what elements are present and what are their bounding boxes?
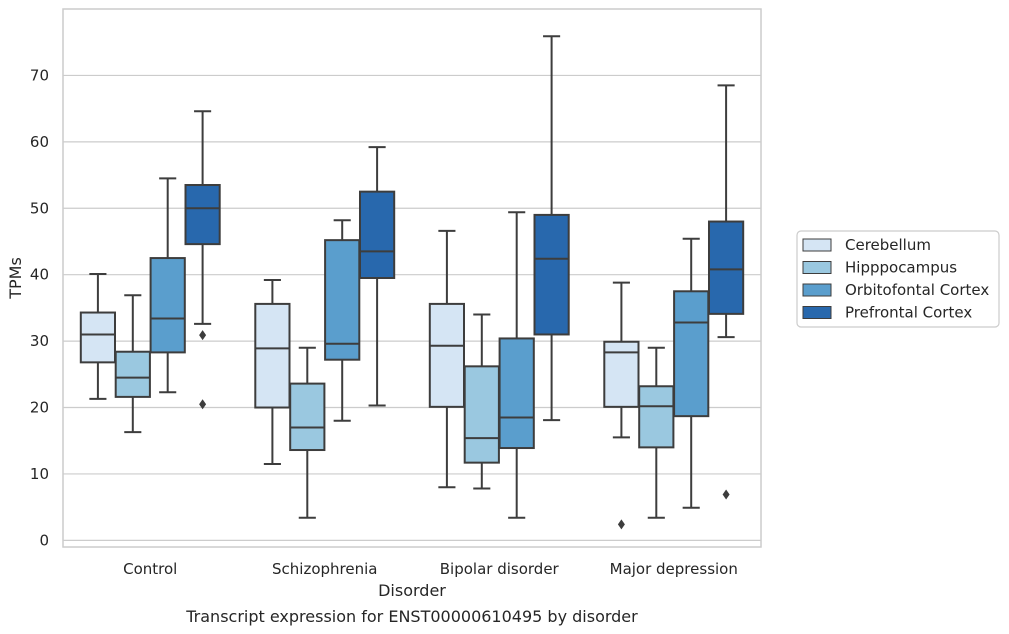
- box-group: [79, 273, 117, 400]
- series-group: [149, 177, 710, 519]
- box: [79, 311, 117, 364]
- y-axis-ticks: 0 10 20 30 40 50 60 70: [30, 66, 49, 549]
- y-tick-label: 10: [30, 465, 49, 483]
- series-group: [79, 229, 640, 530]
- x-axis-label: Disorder: [378, 581, 446, 600]
- legend-item: Cerebellum: [802, 236, 931, 254]
- legend-label: Cerebellum: [845, 236, 931, 254]
- box-group: [638, 346, 675, 519]
- outlier-point: [722, 489, 730, 500]
- box: [324, 239, 361, 361]
- box-group: [184, 110, 221, 410]
- legend-frame: [796, 230, 1000, 328]
- box-group: [289, 346, 326, 519]
- legend-swatch: [802, 283, 832, 297]
- box: [498, 337, 535, 450]
- box-group: [673, 237, 710, 509]
- box: [289, 382, 326, 452]
- box: [638, 385, 675, 449]
- box-group: [358, 146, 396, 407]
- chart-caption: Transcript expression for ENST0000061049…: [185, 607, 638, 626]
- box-group: [463, 313, 500, 490]
- box-group: [149, 177, 186, 394]
- box: [673, 290, 710, 418]
- legend-swatch: [802, 238, 832, 252]
- box: [463, 365, 500, 464]
- box-group: [428, 229, 466, 489]
- box-group: [533, 35, 570, 422]
- box-group: [324, 219, 361, 422]
- x-tick-label: Bipolar disorder: [440, 560, 560, 578]
- box: [254, 302, 291, 409]
- x-axis-ticks: Control Schizophrenia Bipolar disorder Majo…: [123, 560, 738, 578]
- box-group: [707, 84, 745, 500]
- box-group: [254, 278, 291, 465]
- box-group: [603, 281, 640, 530]
- box: [184, 184, 221, 246]
- legend-label: Hipppocampus: [845, 259, 957, 277]
- legend-item: Hipppocampus: [802, 259, 957, 277]
- legend: Cerebellum Hipppocampus Orbitofontal Corte…: [796, 230, 1000, 328]
- box: [428, 302, 466, 408]
- y-axis-label: TPMs: [6, 257, 25, 300]
- box: [114, 350, 151, 398]
- series-group: [184, 35, 745, 500]
- box-group: [114, 294, 151, 434]
- y-tick-label: 50: [30, 199, 49, 217]
- outlier-point: [199, 399, 207, 410]
- y-tick-label: 40: [30, 266, 49, 284]
- y-tick-label: 0: [39, 531, 49, 549]
- outlier-point: [199, 330, 207, 341]
- box: [533, 213, 570, 336]
- box: [358, 190, 396, 280]
- box: [707, 220, 745, 315]
- x-tick-label: Schizophrenia: [272, 560, 377, 578]
- y-tick-label: 20: [30, 399, 49, 417]
- x-tick-label: Major depression: [610, 560, 738, 578]
- outlier-point: [617, 519, 625, 530]
- y-tick-label: 70: [30, 66, 49, 84]
- box: [149, 257, 186, 354]
- box-series: [79, 35, 745, 530]
- legend-label: Prefrontal Cortex: [845, 304, 972, 322]
- legend-swatch: [802, 261, 832, 274]
- y-tick-label: 60: [30, 133, 49, 151]
- y-tick-label: 30: [30, 332, 49, 350]
- legend-item: Prefrontal Cortex: [802, 304, 972, 322]
- legend-swatch: [802, 306, 832, 319]
- box-group: [498, 211, 535, 519]
- x-tick-label: Control: [123, 560, 177, 578]
- series-group: [114, 294, 675, 519]
- legend-label: Orbitofontal Cortex: [845, 281, 989, 299]
- legend-item: Orbitofontal Cortex: [802, 281, 989, 299]
